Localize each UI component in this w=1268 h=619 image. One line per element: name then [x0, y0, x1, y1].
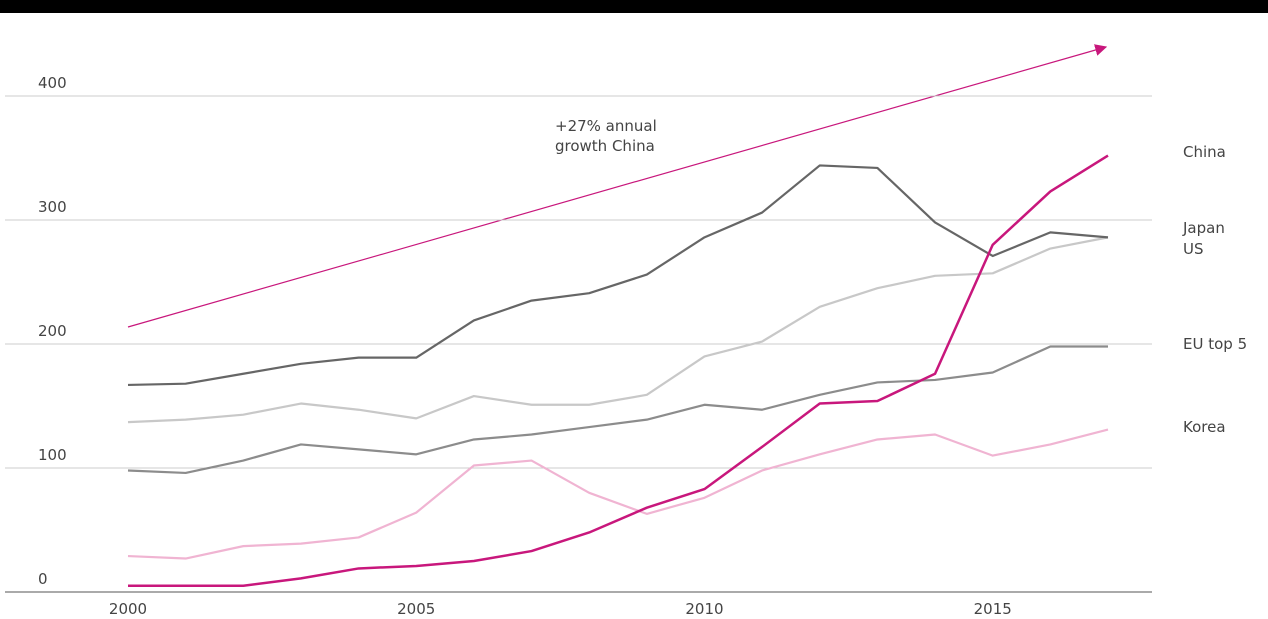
x-tick-label: 2015	[974, 600, 1012, 618]
series-line	[127, 345, 1108, 475]
y-tick-label: 0	[38, 570, 48, 588]
legend-label: Korea	[1183, 418, 1226, 436]
annotation: +27% annual growth China	[555, 117, 657, 155]
x-tick-label: 2010	[685, 600, 723, 618]
growth-arrow	[127, 44, 1108, 328]
y-tick-label: 100	[38, 446, 67, 464]
x-tick-label: 2005	[397, 600, 435, 618]
series-line	[127, 428, 1109, 560]
legend-label: US	[1183, 240, 1204, 258]
y-tick-label: 400	[38, 74, 67, 92]
y-tick-label: 300	[38, 198, 67, 216]
series-line	[127, 236, 1109, 424]
legend-label: EU top 5	[1183, 335, 1247, 353]
y-tick-label: 200	[38, 322, 67, 340]
top-bar	[0, 0, 1268, 13]
series-line	[128, 154, 1109, 588]
series-line	[127, 164, 1109, 387]
x-tick-label: 2000	[109, 600, 147, 618]
legend-label: Japan	[1182, 219, 1225, 237]
legend-label: China	[1183, 143, 1226, 161]
